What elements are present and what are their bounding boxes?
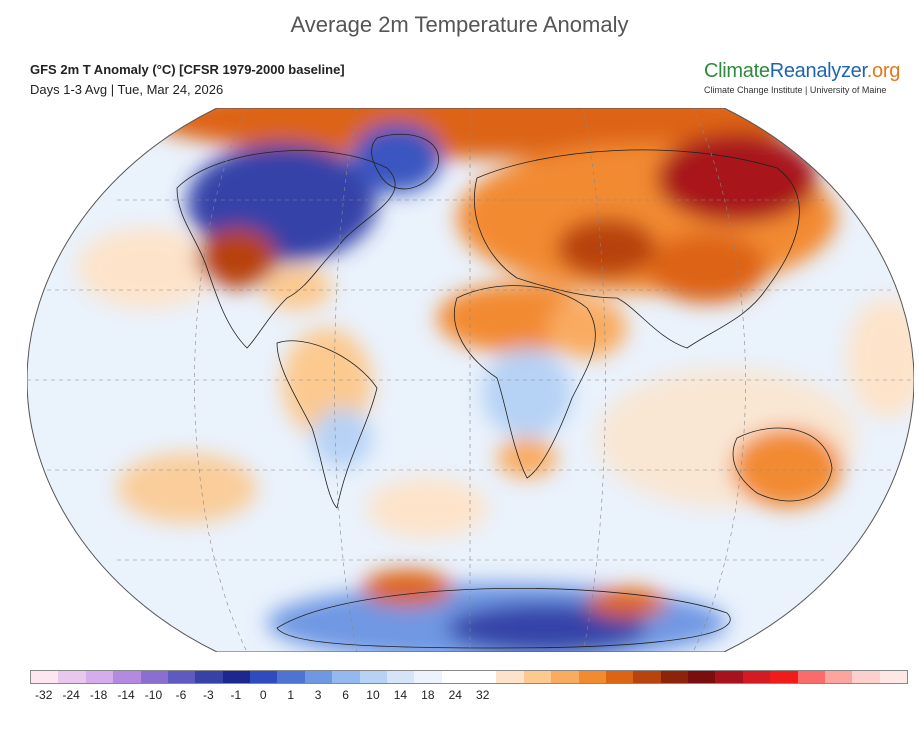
- colorbar-segment: [742, 671, 771, 683]
- colorbar-tick-label: -3: [203, 688, 214, 702]
- page-title: Average 2m Temperature Anomaly: [290, 12, 629, 37]
- colorbar-segment: [195, 671, 223, 683]
- colorbar-segment: [852, 671, 880, 683]
- colorbar-segment: [414, 671, 442, 683]
- north-america-outline: [176, 150, 396, 349]
- east-antarctic-coast-warm: [587, 588, 667, 618]
- western-us-warm: [197, 228, 277, 288]
- greenland-cold: [352, 123, 442, 193]
- colorbar-segment: [386, 671, 415, 683]
- colorbar-tick-label: -32: [35, 688, 53, 702]
- colorbar-tick-label: -18: [89, 688, 108, 702]
- antarctic-peninsula-warm: [362, 570, 452, 606]
- greenland-outline: [371, 133, 439, 190]
- brand-logo-part2: Reanalyzer: [769, 60, 867, 82]
- colorbar-tick-label: -14: [117, 688, 135, 702]
- colorbar-segment: [332, 671, 360, 683]
- product-subtitle: GFS 2m T Anomaly (°C) [CFSR 1979-2000 ba…: [30, 62, 345, 77]
- colorbar-segment: [688, 671, 716, 683]
- colorbar: [30, 670, 908, 684]
- colorbar-segment: [578, 671, 606, 683]
- colorbar-tick-label: 1: [287, 688, 294, 702]
- colorbar-segment: [277, 671, 305, 683]
- colorbar-tick-label: 0: [259, 688, 267, 702]
- china-warm: [647, 233, 767, 303]
- southern-africa-warm: [497, 438, 557, 478]
- colorbar-segment: [770, 671, 798, 683]
- colorbar-tick-label: -6: [175, 688, 187, 702]
- colorbar-segment: [824, 671, 853, 683]
- southeast-us-warm: [262, 266, 332, 310]
- australia-outline: [732, 427, 833, 502]
- south-atlantic-warm: [367, 478, 487, 538]
- colorbar-segment: [31, 671, 59, 683]
- colorbar-segment: [660, 671, 688, 683]
- central-asia-hot: [557, 218, 657, 278]
- colorbar-segment: [633, 671, 661, 683]
- colorbar-segment: [469, 671, 497, 683]
- colorbar-tick-label: 24: [448, 688, 462, 702]
- colorbar-tick-label: 32: [476, 688, 490, 702]
- africa-outline: [454, 285, 596, 479]
- central-africa-cool: [482, 348, 572, 438]
- south-pacific-warm: [117, 453, 257, 523]
- colorbar-segment: [85, 671, 114, 683]
- colorbar-tick-label: 3: [314, 688, 322, 702]
- colorbar-segment: [496, 671, 524, 683]
- colorbar-segment: [140, 671, 168, 683]
- colorbar-segment: [167, 671, 196, 683]
- colorbar-segment: [715, 671, 743, 683]
- colorbar-tick-label: 6: [342, 688, 349, 702]
- date-subtitle: Days 1-3 Avg | Tue, Mar 24, 2026: [30, 82, 224, 97]
- colorbar-tick-label: -1: [230, 688, 242, 702]
- brand-logo[interactable]: ClimateReanalyzer.org: [704, 60, 912, 83]
- brand-tagline: Climate Change Institute | University of…: [704, 85, 887, 95]
- colorbar-segment: [304, 671, 333, 683]
- colorbar-segment: [222, 671, 250, 683]
- brand-logo-part1: Climate: [704, 60, 770, 82]
- colorbar-segment: [551, 671, 579, 683]
- arctic-warm-band: [147, 108, 807, 158]
- colorbar-tick-label: -10: [144, 688, 163, 702]
- colorbar-segment: [250, 671, 278, 683]
- south-america-cool: [312, 408, 372, 468]
- brand-block[interactable]: ClimateReanalyzer.org Climate Change Ins…: [704, 60, 912, 95]
- colorbar-tick-label: 18: [421, 688, 435, 702]
- colorbar-ticks: -32 -24 -18 -14 -10 -6 -3 -1 0 1 3 6 10 14 18 24 32: [30, 688, 908, 706]
- colorbar-segment: [605, 671, 634, 683]
- colorbar-segment: [879, 671, 907, 683]
- colorbar-tick-label: 14: [393, 688, 408, 702]
- brand-logo-part3: .org: [866, 60, 901, 82]
- siberia-hot: [657, 133, 817, 223]
- australia-warm: [732, 428, 842, 508]
- colorbar-tick-label: -24: [62, 688, 80, 702]
- colorbar-segment: [441, 671, 469, 683]
- colorbar-segment: [797, 671, 825, 683]
- world-anomaly-map: [26, 107, 915, 653]
- coastlines: [176, 133, 833, 649]
- map-svg: [26, 107, 915, 653]
- eurasia-outline: [474, 149, 800, 349]
- graticule: [27, 108, 914, 652]
- colorbar-segment: [359, 671, 387, 683]
- anomaly-field: [77, 108, 914, 652]
- arabia-warm: [547, 298, 627, 358]
- south-america-outline: [276, 340, 378, 509]
- colorbar-segment: [523, 671, 552, 683]
- east-antarctica-cold: [447, 603, 647, 652]
- colorbar-segment: [58, 671, 86, 683]
- east-pacific-warm: [847, 298, 914, 418]
- north-pacific-warm: [77, 228, 217, 308]
- colorbar-tick-label: 10: [366, 688, 380, 702]
- colorbar-segment: [113, 671, 141, 683]
